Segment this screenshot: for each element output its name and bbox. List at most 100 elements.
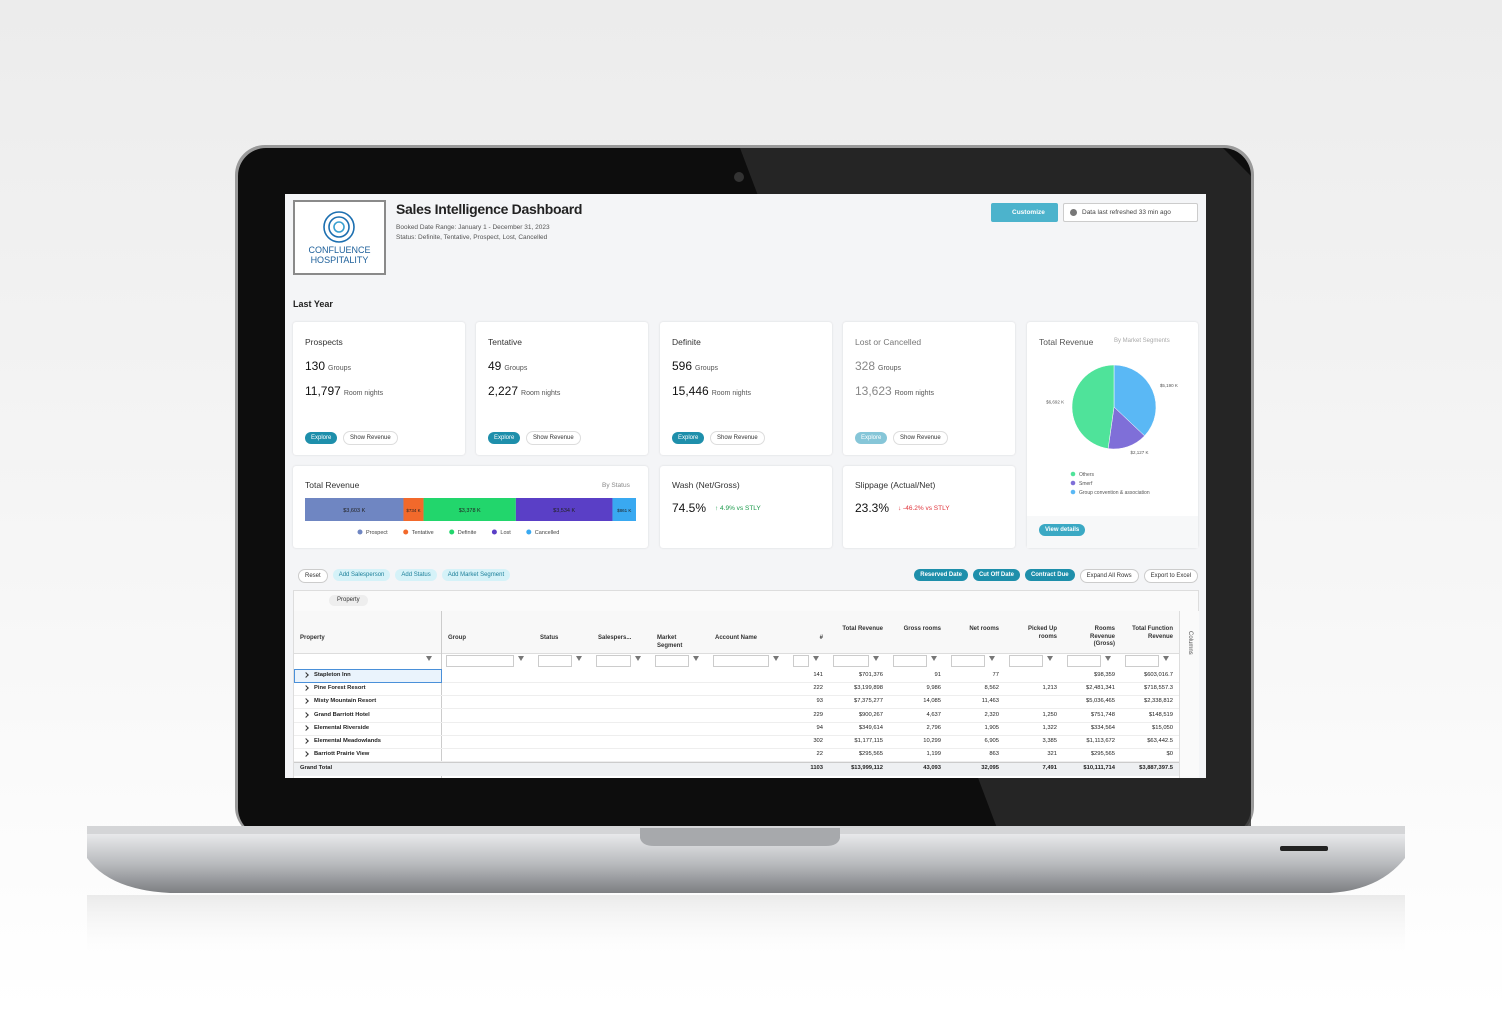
column-header[interactable]: Gross rooms	[903, 626, 941, 632]
filter-input[interactable]	[1009, 655, 1043, 667]
row-cell: 229	[813, 711, 823, 718]
row-cell: Stapleton Inn	[314, 672, 351, 678]
kpi-unit: Groups	[695, 365, 718, 372]
toolbar-button[interactable]: Export to Excel	[1143, 569, 1198, 583]
row-cell: 91	[934, 672, 941, 678]
legend-dot	[403, 529, 409, 535]
filter-input[interactable]	[833, 655, 869, 667]
filter-input[interactable]	[446, 655, 514, 667]
filter-input[interactable]	[1067, 655, 1101, 667]
toolbar-right: Reserved Date Cut Off Date Contract Due Exp…	[914, 569, 1198, 583]
column-header[interactable]: Rooms Revenue (Gross)	[1089, 626, 1115, 647]
bar-label: $861 K	[617, 508, 631, 513]
row	[294, 735, 1179, 749]
filter-input[interactable]	[596, 655, 631, 667]
customize-label: Customize	[1012, 209, 1045, 216]
show-revenue-button[interactable]: Show Revenue	[710, 431, 765, 445]
toolbar-button[interactable]: Add Salesperson	[332, 569, 391, 581]
bar-segment	[423, 498, 516, 521]
pivot-table: Property Columns Property Group Status Salesp…	[293, 590, 1199, 778]
column-header[interactable]: #	[819, 635, 823, 641]
filter-input[interactable]	[713, 655, 769, 667]
filter-input[interactable]	[951, 655, 985, 667]
row-cell: 2,796	[926, 724, 941, 731]
row-cell: $349,614	[858, 724, 883, 731]
filter-icon	[813, 656, 819, 661]
kpi-unit: Groups	[504, 365, 528, 372]
row-cell: 4,637	[926, 711, 941, 718]
show-revenue-button[interactable]: Show Revenue	[526, 431, 581, 445]
row-cell: $148,519	[1148, 711, 1173, 718]
refresh-label: Data last refreshed 33 min ago	[1082, 209, 1171, 216]
row-cell: $751,748	[1090, 711, 1115, 718]
filter-icon	[426, 656, 432, 661]
row-cell: $603,016.7	[1143, 672, 1173, 678]
card-subtitle: By Market Segments	[1114, 338, 1170, 344]
column-header[interactable]: Property	[300, 635, 325, 641]
toolbar-button[interactable]: Add Status	[395, 569, 437, 581]
filter-input[interactable]	[538, 655, 572, 667]
selected-cell	[294, 669, 442, 683]
explore-button[interactable]: Explore	[855, 432, 888, 444]
column-header[interactable]: Net rooms	[969, 626, 999, 632]
filter-icon	[1105, 656, 1111, 661]
section-title: Last Year	[293, 299, 333, 309]
filter-input[interactable]	[655, 655, 689, 667]
column-header[interactable]: Account Name	[715, 635, 758, 641]
column-header[interactable]: Total Revenue	[842, 626, 883, 632]
filter-icon	[1163, 656, 1169, 661]
info-icon	[1070, 209, 1077, 216]
kpi-value: 328	[855, 359, 876, 373]
kpi-value: 596	[672, 359, 693, 373]
filter-input[interactable]	[1125, 655, 1159, 667]
date-filter[interactable]: Cut Off Date	[972, 569, 1020, 581]
legend-dot	[491, 529, 497, 535]
explore-button[interactable]: Explore	[305, 432, 338, 444]
title: Sales Intelligence Dashboard	[396, 201, 583, 217]
total-row	[294, 762, 1179, 776]
date-filter[interactable]: Contract Due	[1024, 569, 1075, 581]
group-chip[interactable]: Property	[329, 595, 368, 606]
explore-button[interactable]: Explore	[488, 432, 521, 444]
row-cell: $334,564	[1090, 724, 1115, 731]
view-details-button[interactable]: View details	[1039, 524, 1086, 536]
row-cell: 77	[992, 672, 999, 678]
row-cell: $1,113,672	[1086, 738, 1115, 744]
row-cell: $900,267	[858, 711, 883, 718]
column-header[interactable]: Total Function Revenue	[1132, 626, 1173, 640]
row-cell: $98,359	[1094, 672, 1115, 678]
card-title: Wash (Net/Gross)	[672, 480, 740, 490]
explore-button[interactable]: Explore	[672, 432, 705, 444]
show-revenue-button[interactable]: Show Revenue	[893, 431, 948, 445]
kpi-room-nights: 2,227 Room nights	[488, 384, 560, 398]
side-panel	[1179, 611, 1199, 778]
toolbar-button[interactable]: Add Market Segment	[441, 569, 511, 581]
column-header[interactable]: Status	[540, 635, 559, 641]
column-header[interactable]: Salespers...	[598, 635, 632, 641]
kpi-card: Tentative 49 Groups 2,227 Room nights Explore…	[476, 322, 648, 455]
column-header[interactable]: Picked Up rooms	[1027, 626, 1057, 640]
row-cell: 141	[813, 672, 823, 678]
indicator	[1280, 846, 1328, 851]
kpi-value: 15,446	[672, 384, 709, 398]
bar-label: $3,603 K	[343, 508, 365, 514]
toolbar-button[interactable]: Expand All Rows	[1079, 569, 1139, 583]
filter-icon	[635, 656, 641, 661]
row-cell: $63,442.5	[1147, 738, 1173, 744]
logo: CONFLUENCE HOSPITALITY	[293, 200, 386, 275]
date-filter[interactable]: Reserved Date	[914, 569, 968, 581]
legend-label: Lost	[500, 530, 511, 536]
column-header[interactable]: Market Segment	[657, 635, 683, 649]
filter-input[interactable]	[793, 655, 809, 667]
toolbar-button[interactable]: Reset	[298, 569, 328, 583]
customize-button[interactable]: Customize	[991, 203, 1058, 222]
column-header[interactable]: Group	[448, 635, 466, 641]
kpi-unit: Room nights	[343, 390, 384, 397]
side-panel-label[interactable]: Columns	[1187, 631, 1193, 655]
show-revenue-button[interactable]: Show Revenue	[343, 431, 398, 445]
filter-input[interactable]	[893, 655, 927, 667]
row-cell: 9,986	[926, 685, 941, 692]
legend-dot	[449, 529, 455, 535]
revenue-segment-card: Total Revenue By Market Segments $5,190 K $…	[1027, 322, 1198, 548]
row	[294, 748, 1179, 763]
